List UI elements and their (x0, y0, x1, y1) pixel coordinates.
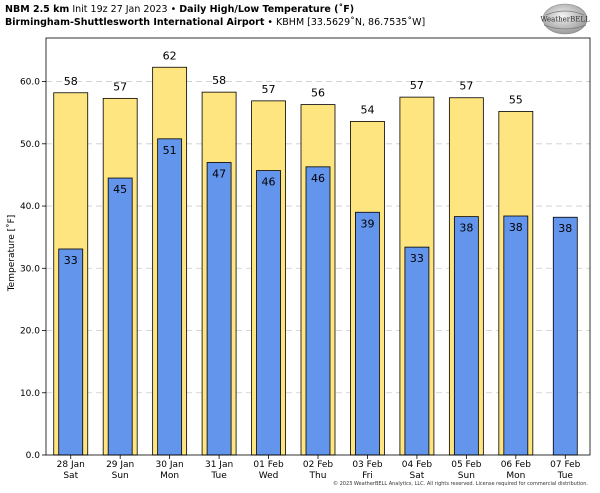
low-temp-label: 38 (459, 222, 473, 235)
low-temp-label: 47 (212, 167, 226, 180)
high-temp-label: 54 (360, 103, 374, 116)
x-tick-date: 07 Feb (550, 460, 581, 470)
x-tick-date: 04 Feb (402, 460, 433, 470)
high-temp-label: 55 (509, 93, 523, 106)
chart-header-line1: NBM 2.5 km Init 19z 27 Jan 2023 • Daily … (5, 4, 354, 15)
station-name: Birmingham-Shuttlesworth International A… (5, 17, 265, 28)
high-temp-label: 57 (459, 80, 473, 93)
x-tick-day: Sat (410, 471, 425, 481)
product-title: Daily High/Low Temperature (˚F) (179, 4, 355, 15)
x-tick-date: 05 Feb (451, 460, 482, 470)
y-tick-label: 40.0 (20, 202, 40, 212)
low-temp-bar (157, 138, 183, 456)
high-temp-label: 58 (212, 74, 226, 87)
header-separator-2: • (267, 17, 274, 28)
station-info: KBHM [33.5629˚N, 86.7535˚W] (276, 17, 426, 28)
x-tick-date: 30 Jan (156, 460, 184, 470)
y-axis-label: Temperature [˚F] (6, 215, 17, 293)
chart-header-line2: Birmingham-Shuttlesworth International A… (5, 17, 425, 28)
y-tick-label: 30.0 (20, 264, 40, 274)
x-tick-day: Sat (63, 471, 78, 481)
x-tick-day: Mon (506, 471, 525, 481)
high-temp-label: 62 (163, 49, 177, 62)
low-temp-label: 51 (163, 144, 177, 157)
bars-layer: 58 33 57 45 62 51 58 47 57 46 56 46 54 39 57 33 57 38 55 38… (53, 49, 578, 456)
low-temp-bar (503, 215, 529, 456)
x-tick-day: Wed (259, 471, 279, 481)
copyright-notice: © 2023 WeatherBELL Analytics, LLC. All r… (333, 481, 588, 487)
high-temp-label: 57 (113, 80, 127, 93)
low-temp-bar (206, 162, 232, 456)
y-tick-label: 60.0 (20, 78, 40, 88)
x-tick-date: 02 Feb (303, 460, 334, 470)
low-temp-bar (305, 166, 331, 456)
low-temp-bar (453, 216, 479, 456)
low-temp-bar (256, 170, 281, 456)
header-separator: • (170, 4, 177, 15)
init-time: Init 19z 27 Jan 2023 (72, 4, 168, 15)
high-temp-label: 56 (311, 87, 325, 100)
low-temp-label: 45 (113, 183, 127, 196)
x-tick-date: 06 Feb (501, 460, 532, 470)
x-tick-day: Sun (112, 471, 129, 481)
high-temp-label: 57 (262, 83, 276, 96)
low-temp-bar (58, 248, 84, 456)
y-tick-label: 10.0 (20, 389, 40, 399)
model-name: NBM 2.5 km (5, 4, 70, 15)
y-tick-label: 0.0 (26, 451, 41, 461)
x-tick-date: 28 Jan (57, 460, 85, 470)
x-tick-date: 03 Feb (352, 460, 383, 470)
low-temp-bar (107, 177, 133, 456)
low-temp-label: 46 (262, 176, 276, 189)
x-tick-day: Mon (160, 471, 179, 481)
low-temp-label: 38 (558, 222, 572, 235)
low-temp-label: 46 (311, 172, 325, 185)
low-temp-label: 39 (360, 217, 374, 230)
x-tick-day: Tue (210, 471, 227, 481)
low-temp-bar (355, 211, 380, 456)
low-temp-label: 38 (509, 221, 523, 234)
x-tick-date: 01 Feb (253, 460, 284, 470)
weatherbell-globe-icon: WeatherBELL (540, 3, 590, 35)
y-tick-label: 20.0 (20, 327, 40, 337)
high-temp-label: 57 (410, 79, 424, 92)
low-temp-bar (552, 216, 578, 456)
low-temp-bar (404, 246, 430, 456)
x-tick-day: Thu (309, 471, 327, 481)
y-tick-label: 50.0 (20, 140, 40, 150)
x-tick-day: Fri (362, 471, 373, 481)
x-tick-date: 29 Jan (106, 460, 134, 470)
low-temp-label: 33 (64, 254, 78, 267)
low-temp-label: 33 (410, 252, 424, 265)
x-tick-date: 31 Jan (205, 460, 233, 470)
high-temp-label: 58 (64, 75, 78, 88)
x-tick-day: Sun (458, 471, 475, 481)
x-tick-day: Tue (557, 471, 574, 481)
logo-text: WeatherBELL (540, 16, 590, 24)
